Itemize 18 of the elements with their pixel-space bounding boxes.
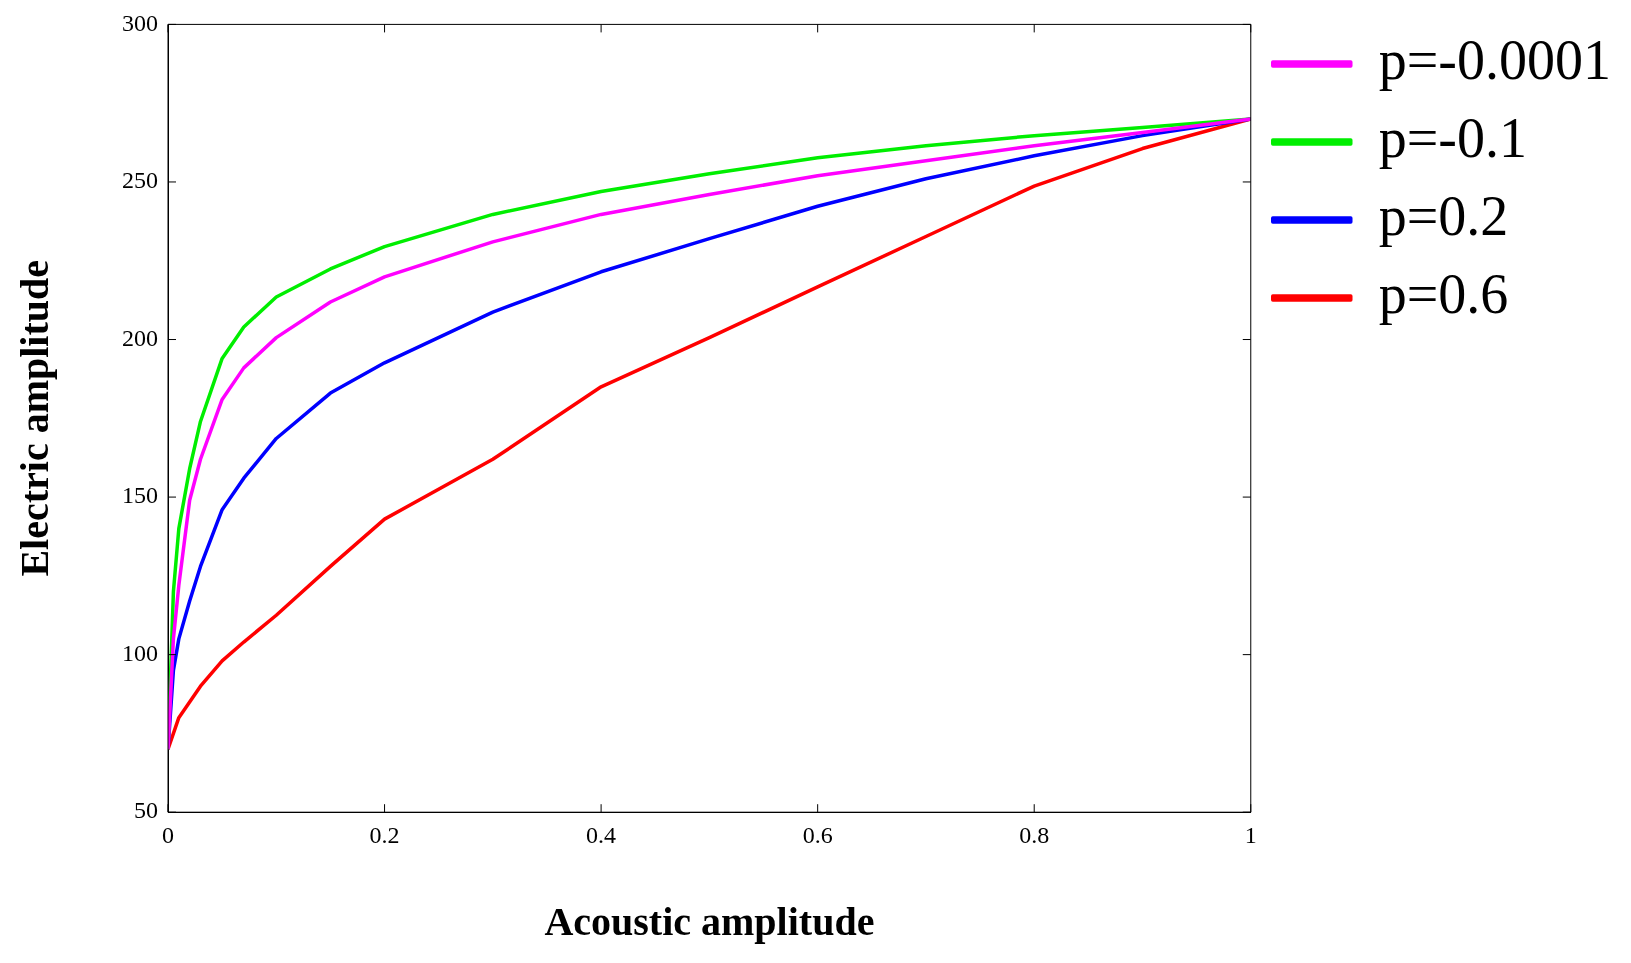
y-tick-label: 200: [122, 324, 158, 351]
x-axis-title: Acoustic amplitude: [544, 899, 875, 945]
x-tick-label: 0.6: [802, 821, 833, 848]
x-tick-label: 0: [162, 821, 174, 848]
y-axis-title: Electric amplitude: [12, 260, 58, 577]
x-tick-label: 0.8: [1019, 821, 1050, 848]
legend-label: p=-0.1: [1378, 106, 1527, 169]
x-tick-label: 0.4: [586, 821, 617, 848]
y-tick-label: 250: [122, 167, 158, 194]
legend-label: p=0.6: [1378, 262, 1509, 325]
x-tick-label: 0.2: [369, 821, 400, 848]
y-tick-label: 50: [134, 797, 158, 824]
legend-label: p=-0.0001: [1378, 28, 1611, 91]
x-tick-label: 1: [1244, 821, 1257, 848]
y-tick-label: 100: [122, 639, 158, 666]
y-tick-label: 150: [122, 482, 158, 509]
y-tick-label: 300: [122, 9, 158, 36]
legend-label: p=0.2: [1378, 184, 1509, 247]
